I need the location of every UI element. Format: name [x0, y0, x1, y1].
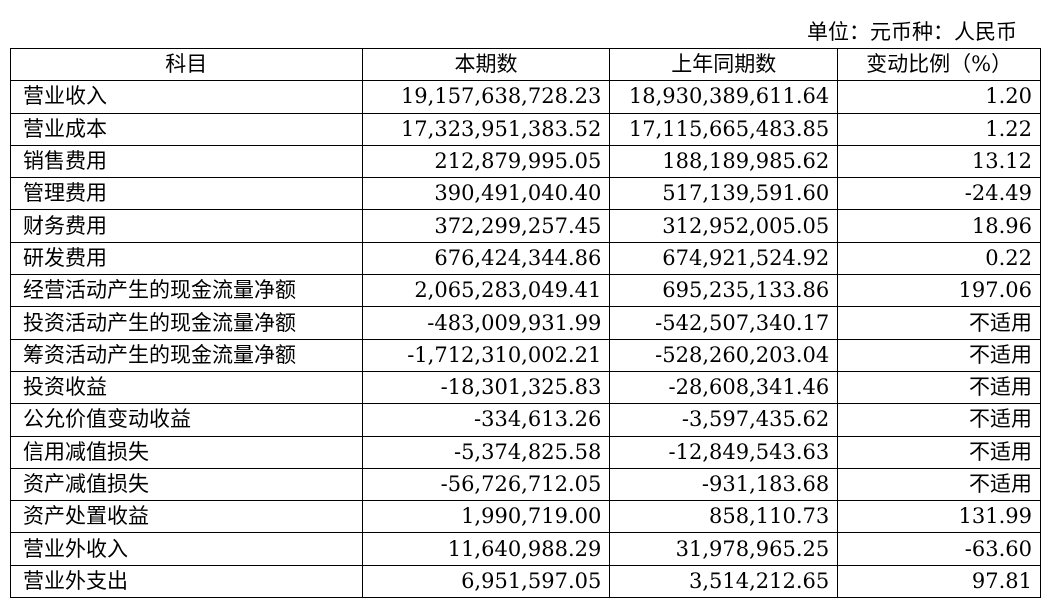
table-cell: 517,139,591.60: [609, 177, 839, 211]
table-cell: 1.22: [837, 112, 1041, 146]
table-cell: 372,299,257.45: [361, 209, 611, 243]
table-cell: 390,491,040.40: [361, 177, 611, 211]
header-cell: 本期数: [361, 47, 611, 82]
table-cell: -334,613.26: [361, 403, 611, 437]
table-cell: 销售费用: [10, 144, 363, 179]
table-row: 管理费用 390,491,040.40 517,139,591.60 -24.49: [10, 177, 1041, 211]
table-cell: -63.60: [837, 532, 1041, 566]
table-cell: 11,640,988.29: [361, 532, 611, 566]
table-row: 营业收入 19,157,638,728.23 18,930,389,611.64 1.…: [10, 80, 1041, 114]
financial-table: 科目 本期数 上年同期数 变动比例（%） 营业收入 19,157,638,728.23 1…: [10, 47, 1041, 599]
table-cell: 不适用: [837, 370, 1041, 405]
table-cell: -5,374,825.58: [361, 435, 611, 469]
table-cell: 研发费用: [10, 241, 363, 276]
table-cell: 1,990,719.00: [361, 500, 611, 534]
table-cell: 不适用: [837, 338, 1041, 372]
table-cell: 营业成本: [10, 112, 363, 146]
table-cell: 97.81: [837, 564, 1041, 599]
table-cell: 695,235,133.86: [609, 274, 839, 308]
table-cell: 营业外收入: [10, 532, 363, 566]
table-cell: 197.06: [837, 274, 1041, 308]
table-cell: 19,157,638,728.23: [361, 80, 611, 114]
table-cell: -12,849,543.63: [609, 435, 839, 469]
table-cell: 投资活动产生的现金流量净额: [10, 306, 363, 340]
table-cell: 212,879,995.05: [361, 144, 611, 179]
unit-label: 单位：元币种：人民币: [807, 20, 1017, 44]
table-cell: 2,065,283,049.41: [361, 274, 611, 308]
header-cell: 科目: [10, 47, 363, 82]
table-row: 投资活动产生的现金流量净额 -483,009,931.99 -542,507,340…: [10, 306, 1041, 340]
table-cell: -528,260,203.04: [609, 338, 839, 372]
table-cell: 公允价值变动收益: [10, 403, 363, 437]
table-body: 营业收入 19,157,638,728.23 18,930,389,611.64 1.…: [10, 80, 1041, 599]
table-cell: 858,110.73: [609, 500, 839, 534]
table-row: 公允价值变动收益 -334,613.26 -3,597,435.62 不适用: [10, 403, 1041, 437]
table-row: 资产处置收益 1,990,719.00 858,110.73 131.99: [10, 500, 1041, 534]
table-cell: 17,323,951,383.52: [361, 112, 611, 146]
header-cell: 上年同期数: [609, 47, 839, 82]
table-cell: 131.99: [837, 500, 1041, 534]
table-cell: 6,951,597.05: [361, 564, 611, 599]
header-row: 科目 本期数 上年同期数 变动比例（%）: [10, 47, 1041, 82]
table-row: 筹资活动产生的现金流量净额 -1,712,310,002.21 -528,260,2…: [10, 338, 1041, 372]
table-cell: 1.20: [837, 80, 1041, 114]
table-cell: 18,930,389,611.64: [609, 80, 839, 114]
table-cell: 674,921,524.92: [609, 241, 839, 276]
table-cell: 18.96: [837, 209, 1041, 243]
table-row: 经营活动产生的现金流量净额 2,065,283,049.41 695,235,133…: [10, 274, 1041, 308]
table-cell: 财务费用: [10, 209, 363, 243]
table-row: 信用减值损失 -5,374,825.58 -12,849,543.63 不适用: [10, 435, 1041, 469]
table-cell: 17,115,665,483.85: [609, 112, 839, 146]
table-cell: 不适用: [837, 306, 1041, 340]
table-row: 研发费用 676,424,344.86 674,921,524.92 0.22: [10, 241, 1041, 276]
table-cell: -28,608,341.46: [609, 370, 839, 405]
table-cell: -542,507,340.17: [609, 306, 839, 340]
table-cell: 营业收入: [10, 80, 363, 114]
table-cell: -18,301,325.83: [361, 370, 611, 405]
table-cell: 投资收益: [10, 370, 363, 405]
table-row: 投资收益 -18,301,325.83 -28,608,341.46 不适用: [10, 370, 1041, 405]
table-cell: -483,009,931.99: [361, 306, 611, 340]
table-cell: 312,952,005.05: [609, 209, 839, 243]
table-cell: 营业外支出: [10, 564, 363, 599]
table-cell: 31,978,965.25: [609, 532, 839, 566]
table-cell: -1,712,310,002.21: [361, 338, 611, 372]
table-row: 财务费用 372,299,257.45 312,952,005.05 18.96: [10, 209, 1041, 243]
table-cell: 资产减值损失: [10, 467, 363, 502]
table-cell: 不适用: [837, 435, 1041, 469]
table-cell: -931,183.68: [609, 467, 839, 502]
table-cell: 不适用: [837, 467, 1041, 502]
table-cell: -56,726,712.05: [361, 467, 611, 502]
table-cell: 经营活动产生的现金流量净额: [10, 274, 363, 308]
table-cell: 管理费用: [10, 177, 363, 211]
header-cell: 变动比例（%）: [837, 47, 1041, 82]
table-cell: 筹资活动产生的现金流量净额: [10, 338, 363, 372]
table-cell: 不适用: [837, 403, 1041, 437]
table-cell: -24.49: [837, 177, 1041, 211]
table-cell: 信用减值损失: [10, 435, 363, 469]
table-cell: 676,424,344.86: [361, 241, 611, 276]
table-cell: 188,189,985.62: [609, 144, 839, 179]
table-cell: -3,597,435.62: [609, 403, 839, 437]
table-cell: 0.22: [837, 241, 1041, 276]
table-cell: 13.12: [837, 144, 1041, 179]
table-cell: 3,514,212.65: [609, 564, 839, 599]
table-row: 营业外支出 6,951,597.05 3,514,212.65 97.81: [10, 564, 1041, 599]
table-row: 营业外收入 11,640,988.29 31,978,965.25 -63.60: [10, 532, 1041, 566]
table-row: 销售费用 212,879,995.05 188,189,985.62 13.12: [10, 144, 1041, 179]
table-row: 资产减值损失 -56,726,712.05 -931,183.68 不适用: [10, 467, 1041, 502]
table-cell: 资产处置收益: [10, 500, 363, 534]
table-row: 营业成本 17,323,951,383.52 17,115,665,483.85 1.…: [10, 112, 1041, 146]
